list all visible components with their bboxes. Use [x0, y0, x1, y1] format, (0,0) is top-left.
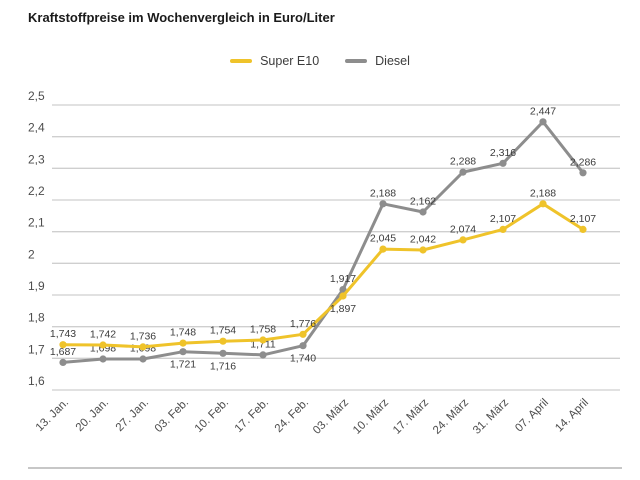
data-label: 2,162: [410, 196, 436, 208]
y-tick-label: 2,3: [28, 152, 45, 166]
y-tick-label: 1,9: [28, 279, 45, 293]
data-label: 2,188: [530, 187, 556, 199]
data-point: [299, 342, 307, 350]
chart-title: Kraftstoffpreise im Wochenvergleich in E…: [28, 10, 335, 25]
data-point: [499, 159, 507, 167]
data-label: 2,288: [450, 156, 476, 168]
x-tick-label: 07. April: [513, 397, 551, 435]
data-point: [379, 200, 387, 208]
data-label: 1,748: [170, 327, 196, 339]
data-point: [459, 236, 467, 244]
x-tick-label: 03. März: [311, 396, 351, 436]
data-label: 2,188: [370, 187, 396, 199]
x-tick-label: 03. Feb.: [153, 397, 191, 435]
data-point: [499, 225, 507, 233]
y-axis-labels: 2,5 2,4 2,3 2,2 2,1 2 1,9 1,8 1,7 1,6: [28, 89, 45, 388]
data-point: [339, 286, 347, 294]
data-label: 1,776: [290, 318, 316, 330]
data-point: [259, 351, 267, 359]
x-tick-label: 24. März: [431, 396, 471, 436]
data-point: [379, 245, 387, 253]
data-point: [59, 358, 67, 366]
data-point: [179, 348, 187, 356]
data-point: [219, 349, 227, 357]
data-label: 2,107: [570, 213, 596, 225]
data-label: 1,740: [290, 353, 316, 365]
data-point: [539, 118, 547, 126]
data-label: 1,736: [130, 330, 156, 342]
y-tick-label: 1,6: [28, 374, 45, 388]
data-label: 1,687: [50, 346, 76, 358]
x-tick-label: 14. April: [553, 397, 591, 435]
data-label: 2,107: [490, 213, 516, 225]
data-label: 2,447: [530, 105, 556, 117]
data-label: 2,074: [450, 223, 476, 235]
data-label: 1,721: [170, 359, 196, 371]
y-tick-label: 2,1: [28, 216, 45, 230]
y-tick-label: 2,4: [28, 121, 45, 135]
x-tick-label: 20. Jan.: [74, 397, 111, 434]
x-tick-label: 24. Feb.: [273, 397, 311, 435]
data-label: 2,042: [410, 234, 436, 246]
legend-item-diesel: Diesel: [345, 54, 410, 68]
legend-item-super-e10: Super E10: [230, 54, 319, 68]
data-point: [579, 169, 587, 177]
x-tick-label: 17. März: [391, 396, 431, 436]
series-super-e10: 1,743 1,742 1,736 1,748 1,754 1,758 1,776 1,897…: [50, 187, 596, 351]
data-point: [339, 292, 347, 300]
data-point: [299, 330, 307, 338]
data-point: [539, 200, 547, 208]
x-axis-labels: 13. Jan. 20. Jan. 27. Jan. 03. Feb. 10. Feb.…: [34, 396, 591, 436]
data-point: [579, 225, 587, 233]
legend-label-diesel: Diesel: [375, 54, 410, 68]
data-point: [259, 336, 267, 344]
bottom-divider: [28, 467, 622, 469]
data-point: [99, 341, 107, 349]
x-tick-label: 27. Jan.: [114, 397, 151, 434]
data-point: [219, 337, 227, 345]
x-tick-label: 17. Feb.: [233, 397, 271, 435]
data-label: 1,716: [210, 360, 236, 372]
data-point: [459, 168, 467, 176]
y-tick-label: 2,2: [28, 184, 45, 198]
legend: Super E10 Diesel: [0, 54, 640, 68]
y-tick-label: 1,7: [28, 342, 45, 356]
legend-label-super-e10: Super E10: [260, 54, 320, 68]
data-point: [139, 355, 147, 363]
data-label: 1,754: [210, 325, 236, 337]
series-diesel: 1,6871,6981,6981,7211,7161,7111,7401,917…: [50, 105, 596, 372]
data-label: 1,897: [330, 303, 356, 315]
data-label: 1,742: [90, 329, 116, 341]
data-label: 1,758: [250, 324, 276, 336]
data-point: [419, 246, 427, 254]
data-label: 1,743: [50, 328, 76, 340]
x-tick-label: 13. Jan.: [34, 397, 71, 434]
y-tick-label: 2: [28, 247, 35, 261]
data-label: 1,917: [330, 273, 356, 285]
data-point: [139, 343, 147, 351]
x-tick-label: 10. Feb.: [193, 397, 231, 435]
data-point: [419, 208, 427, 216]
data-point: [99, 355, 107, 363]
data-label: 2,316: [490, 147, 516, 159]
legend-swatch-super-e10: [230, 59, 253, 63]
series-line: [61, 202, 585, 349]
data-label: 2,045: [370, 233, 396, 245]
x-tick-label: 10. März: [351, 396, 391, 436]
y-tick-label: 1,8: [28, 311, 45, 325]
data-point: [179, 339, 187, 347]
legend-swatch-diesel: [345, 59, 368, 63]
x-tick-label: 31. März: [471, 396, 511, 436]
series-line: [61, 120, 585, 364]
y-tick-label: 2,5: [28, 89, 45, 103]
data-label: 2,286: [570, 156, 596, 168]
data-point: [59, 341, 67, 349]
